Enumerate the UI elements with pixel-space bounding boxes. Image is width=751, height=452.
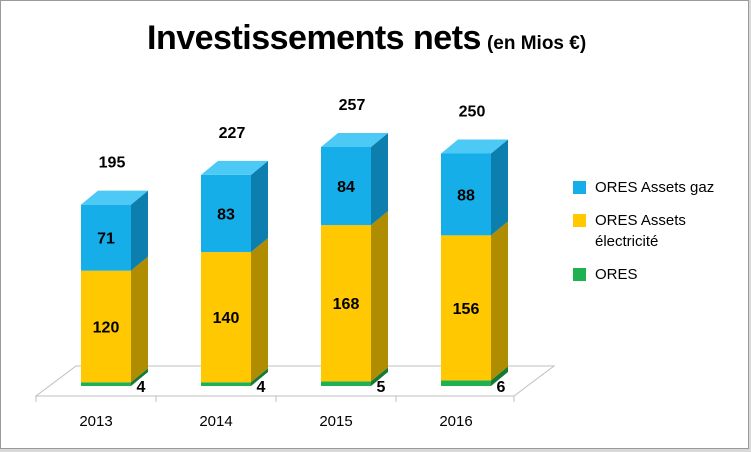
data-label-gaz-2013: 71 bbox=[97, 231, 115, 248]
chart-legend: ORES Assets gaz ORES Assets électricité … bbox=[573, 177, 743, 297]
legend-item-gaz: ORES Assets gaz bbox=[573, 177, 743, 198]
data-label-gaz-2015: 84 bbox=[337, 179, 355, 196]
data-label-gaz-2014: 83 bbox=[217, 206, 235, 223]
data-label-ores-2016: 6 bbox=[497, 379, 506, 396]
bar-ores-2015 bbox=[321, 381, 371, 386]
data-label-electricite-2013: 120 bbox=[93, 319, 120, 336]
legend-swatch-ores bbox=[573, 268, 586, 281]
bar-top-2015 bbox=[321, 132, 388, 147]
bar-gaz-2013 bbox=[81, 204, 131, 271]
bar-side-electricite-2013 bbox=[131, 256, 148, 383]
data-label-electricite-2015: 168 bbox=[333, 296, 360, 313]
bar-gaz-2014 bbox=[201, 174, 251, 253]
data-label-ores-2014: 4 bbox=[257, 379, 266, 396]
bar-ores-2016 bbox=[441, 380, 491, 386]
bar-side-electricite-2016 bbox=[491, 221, 508, 381]
bar-gaz-2016 bbox=[441, 153, 491, 236]
bar-side-electricite-2015 bbox=[371, 211, 388, 382]
bar-electricite-2014 bbox=[201, 252, 251, 383]
bar-ores-2013 bbox=[81, 382, 131, 386]
chart-title: Investissements nets bbox=[147, 19, 481, 57]
bar-side-gaz-2015 bbox=[371, 132, 388, 226]
bar-top-2016 bbox=[441, 139, 508, 154]
total-label-2016: 250 bbox=[459, 104, 486, 121]
legend-item-ores: ORES bbox=[573, 264, 743, 285]
chart-title-block: Investissements nets (en Mios €) bbox=[1, 19, 751, 58]
bar-top-2013 bbox=[81, 190, 148, 205]
chart-floor bbox=[34, 365, 556, 397]
bar-top-2014 bbox=[201, 160, 268, 175]
legend-label-gaz: ORES Assets gaz bbox=[595, 179, 715, 196]
total-label-2014: 227 bbox=[219, 125, 246, 142]
chart-subtitle: (en Mios €) bbox=[486, 33, 587, 54]
chart-plot: 4 120 71 195 2013 4 140 83 227 2014 5 168 84 257 2015 6… bbox=[34, 97, 556, 430]
legend-label-ores: ORES bbox=[595, 266, 638, 283]
x-tick-label-2016: 2016 bbox=[439, 413, 472, 430]
bar-electricite-2015 bbox=[321, 225, 371, 382]
legend-item-electricite: ORES Assets électricité bbox=[573, 210, 743, 252]
x-tick-label-2013: 2013 bbox=[79, 413, 112, 430]
data-label-ores-2015: 5 bbox=[377, 379, 386, 396]
data-label-gaz-2016: 88 bbox=[457, 187, 475, 204]
data-label-electricite-2016: 156 bbox=[453, 301, 480, 318]
total-label-2015: 257 bbox=[339, 97, 366, 114]
data-label-ores-2013: 4 bbox=[137, 379, 146, 396]
legend-swatch-gaz bbox=[573, 181, 586, 194]
legend-label-electricite: ORES Assets électricité bbox=[595, 212, 686, 250]
bar-gaz-2015 bbox=[321, 146, 371, 226]
bar-side-ores-2014 bbox=[251, 368, 268, 386]
x-tick-label-2015: 2015 bbox=[319, 413, 352, 430]
bar-electricite-2016 bbox=[441, 235, 491, 381]
bar-electricite-2013 bbox=[81, 270, 131, 383]
total-label-2013: 195 bbox=[99, 155, 126, 172]
bar-side-electricite-2014 bbox=[251, 238, 268, 383]
bar-side-ores-2015 bbox=[371, 367, 388, 386]
bar-side-gaz-2014 bbox=[251, 160, 268, 253]
bar-ores-2014 bbox=[201, 382, 251, 386]
x-tick-label-2014: 2014 bbox=[199, 413, 232, 430]
bar-side-gaz-2016 bbox=[491, 139, 508, 236]
bar-side-ores-2013 bbox=[131, 368, 148, 386]
bar-side-ores-2016 bbox=[491, 366, 508, 386]
bar-side-gaz-2013 bbox=[131, 190, 148, 271]
legend-swatch-electricite bbox=[573, 214, 586, 227]
data-label-electricite-2014: 140 bbox=[213, 310, 240, 327]
